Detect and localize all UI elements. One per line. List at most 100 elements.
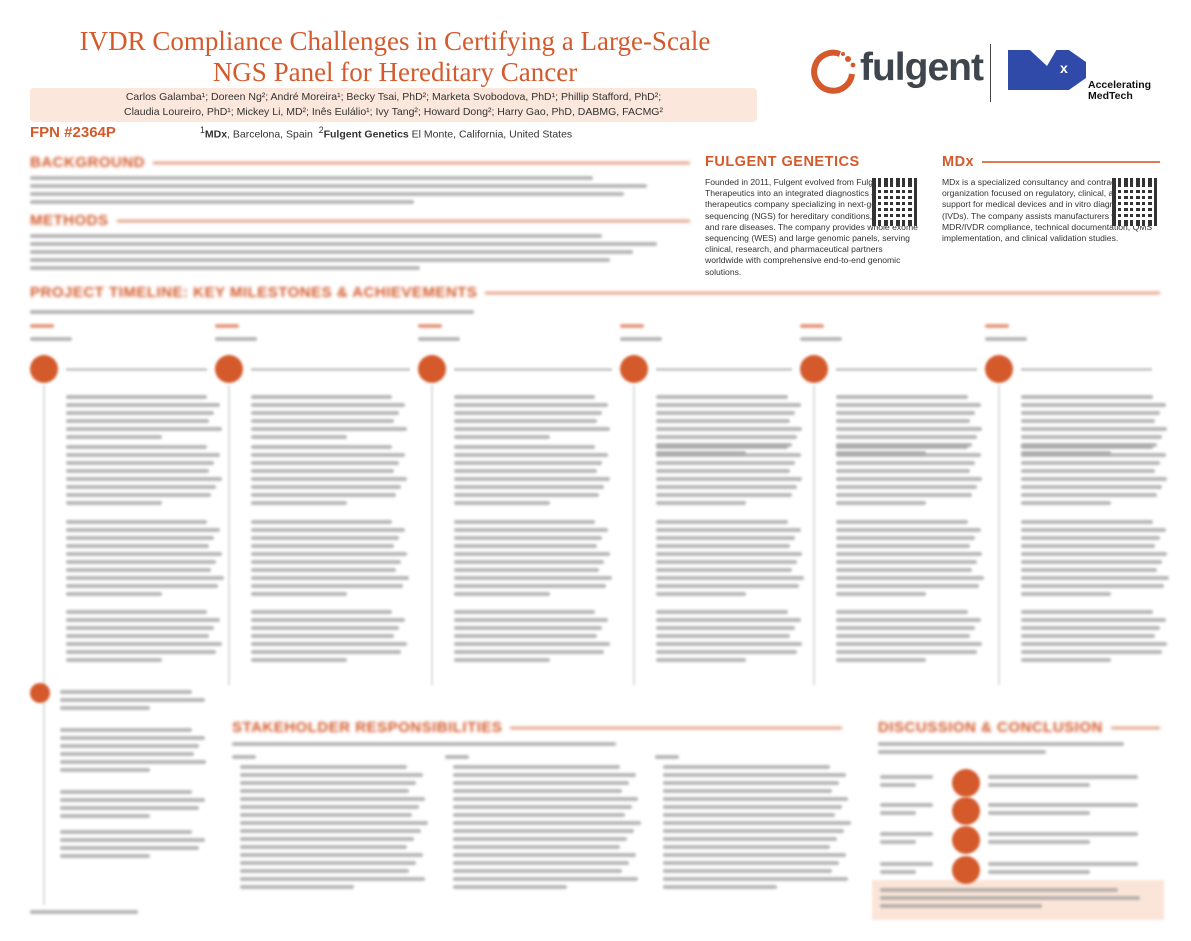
blurred-text-line [656,435,797,439]
milestone-stem [431,385,433,685]
blurred-text-line [251,626,400,630]
blurred-text-line [66,576,225,580]
blurred-text-line [240,861,417,865]
blurred-text-line [1021,536,1161,540]
metric-circle-icon [952,826,980,854]
blurred-text-line [836,610,968,614]
timeline-connector [656,368,792,371]
blurred-text-line [1021,427,1168,431]
blurred-text-line [663,813,835,817]
blurred-text-line [445,755,469,759]
blurred-text-line [656,395,788,399]
blurred-text-line [30,310,474,314]
blurred-text-line [30,192,624,196]
blurred-text-line [66,453,221,457]
blurred-text-line [418,337,460,341]
blurred-text-line [656,493,792,497]
blurred-text-line [66,634,209,638]
blurred-text-line [656,427,803,431]
blurred-text-line [453,861,630,865]
blurred-text-line [454,618,609,622]
blurred-text-line [454,403,609,407]
fulgent-heading-text: FULGENT GENETICS [705,154,860,170]
blurred-text-line [1021,461,1161,465]
blurred-text-line [663,853,847,857]
mdx-qr-code-icon[interactable] [1112,178,1160,226]
fulgent-logo-ring-icon [811,49,856,94]
blurred-text-line [66,658,162,662]
blurred-text-line [454,461,603,465]
blurred-text-line [1021,552,1168,556]
blurred-text-line [240,877,426,881]
blurred-text-line [251,485,402,489]
blurred-text-line [880,870,916,874]
blurred-text-line [836,445,968,449]
blurred-text-line [1021,419,1155,423]
blurred-text-line [454,501,550,505]
blurred-text-line [836,485,977,489]
blurred-text-line [454,544,597,548]
blurred-text-line [30,242,657,246]
affil-sup-2: 2 [318,125,324,135]
blurred-text-line [878,750,1046,754]
blurred-text-line [656,650,797,654]
blurred-text-line [251,658,347,662]
blurred-text-line [836,395,968,399]
methods-heading-text: METHODS [30,212,109,229]
blurred-text-line [60,846,200,850]
blurred-text-line [240,765,408,769]
blurred-text-line [251,520,392,524]
discussion-heading: DISCUSSION & CONCLUSION [878,719,1160,736]
blurred-text-line [836,493,972,497]
blurred-text-line [240,837,415,841]
blurred-text-line [836,592,926,596]
blurred-text-line [60,830,192,834]
blurred-text-line [454,520,595,524]
blurred-text-line [454,485,605,489]
blurred-text-line [66,477,223,481]
blurred-text-line [988,803,1138,807]
blurred-text-line [985,324,1009,328]
blurred-text-line [1021,411,1161,415]
blurred-text-line [880,904,1042,908]
blurred-text-line [836,544,970,548]
blurred-text-line [66,419,209,423]
blurred-text-line [454,493,599,497]
mdx-logo: x [1008,50,1086,90]
blurred-text-line [836,411,976,415]
blurred-text-line [453,805,632,809]
blurred-text-line [454,528,609,532]
blurred-text-line [30,266,420,270]
blurred-text-line [1021,584,1164,588]
blurred-text-line [66,650,217,654]
blurred-text-line [240,813,412,817]
blurred-text-line [30,184,647,188]
blurred-text-line [251,552,408,556]
fulgent-qr-code-icon[interactable] [872,178,920,226]
blurred-text-line [60,790,192,794]
blurred-text-line [836,477,983,481]
blurred-text-line [251,650,402,654]
milestone-circle-icon [30,683,50,703]
blurred-text-line [215,324,239,328]
blurred-text-line [656,576,805,580]
blurred-text-line [656,485,797,489]
blurred-text-line [66,626,215,630]
poster-title: IVDR Compliance Challenges in Certifying… [20,26,770,88]
blurred-text-line [453,837,628,841]
blurred-text-line [1021,560,1162,564]
metric-circle-icon [952,797,980,825]
metric-circle-icon [952,769,980,797]
blurred-text-line [836,634,970,638]
authors-band: Carlos Galamba¹; Doreen Ng²; André Morei… [30,88,757,122]
blurred-text-line [251,576,410,580]
blurred-text-line [836,552,983,556]
blurred-text-line [836,618,981,622]
affil-sup-1: 1 [200,125,205,135]
blurred-text-line [836,427,983,431]
blurred-text-line [60,854,150,858]
timeline-heading-text: PROJECT TIMELINE: KEY MILESTONES & ACHIE… [30,284,478,301]
blurred-text-line [836,658,926,662]
blurred-text-line [454,395,595,399]
blurred-text-line [620,324,644,328]
